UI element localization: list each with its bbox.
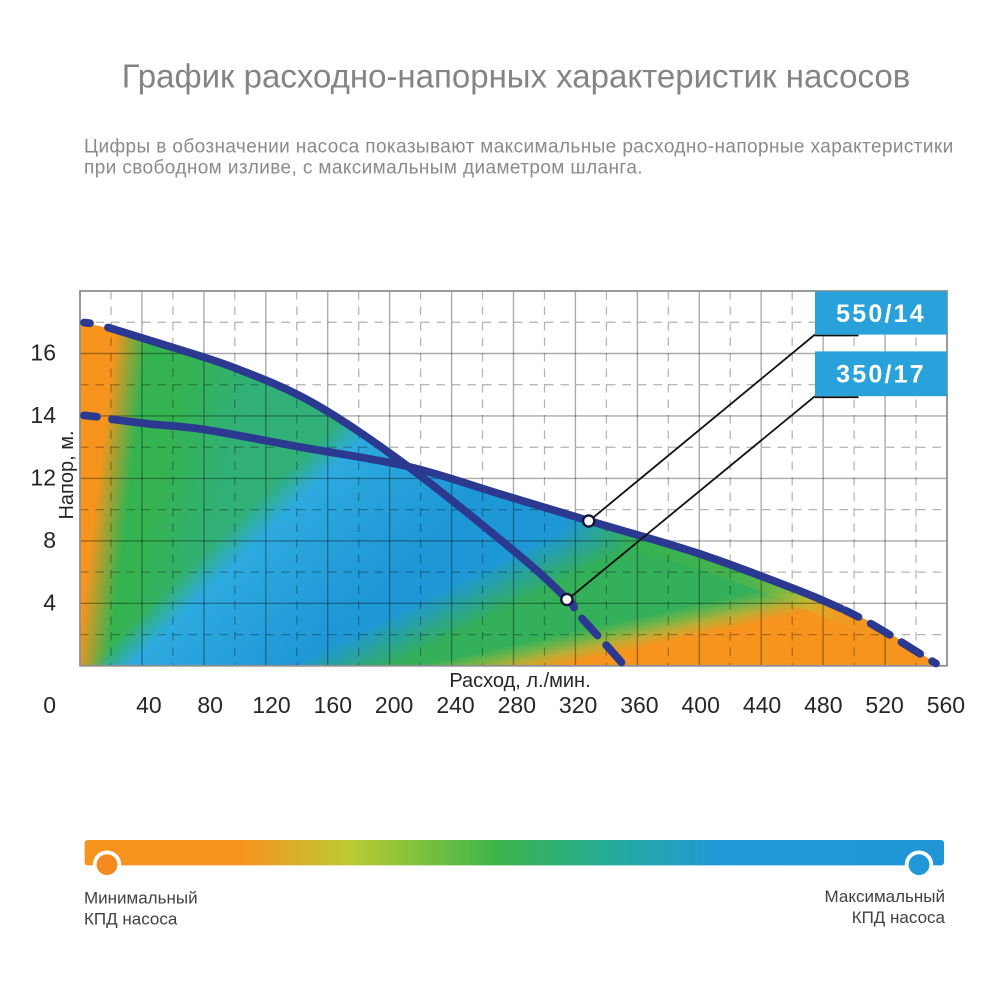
- svg-text:440: 440: [743, 692, 781, 718]
- svg-text:360: 360: [620, 692, 658, 718]
- svg-text:160: 160: [314, 692, 352, 718]
- svg-text:Напор, м.: Напор, м.: [56, 430, 78, 519]
- svg-text:0: 0: [43, 692, 56, 718]
- svg-text:16: 16: [30, 340, 56, 366]
- svg-text:при свободном изливе, с максим: при свободном изливе, с максимальным диа…: [84, 158, 643, 179]
- svg-text:280: 280: [498, 692, 536, 718]
- svg-text:8: 8: [43, 527, 56, 553]
- svg-text:320: 320: [559, 692, 597, 718]
- svg-text:80: 80: [197, 692, 223, 718]
- svg-text:Расход, л./мин.: Расход, л./мин.: [449, 670, 590, 692]
- svg-text:520: 520: [865, 692, 903, 718]
- svg-text:240: 240: [436, 692, 474, 718]
- svg-text:14: 14: [30, 402, 56, 428]
- svg-text:120: 120: [252, 692, 290, 718]
- svg-text:200: 200: [375, 692, 413, 718]
- svg-text:560: 560: [927, 692, 965, 718]
- svg-text:12: 12: [30, 465, 56, 491]
- svg-text:550/14: 550/14: [836, 300, 926, 328]
- svg-text:КПД насоса: КПД насоса: [852, 908, 946, 927]
- svg-text:480: 480: [804, 692, 842, 718]
- svg-text:40: 40: [136, 692, 162, 718]
- svg-text:График расходно-напорных харак: График расходно-напорных характеристик н…: [122, 58, 911, 95]
- svg-text:4: 4: [43, 590, 56, 616]
- svg-text:400: 400: [682, 692, 720, 718]
- svg-text:Максимальный: Максимальный: [825, 887, 945, 906]
- svg-text:Минимальный: Минимальный: [84, 888, 198, 907]
- svg-text:350/17: 350/17: [836, 361, 926, 389]
- svg-text:Цифры в обозначении насоса пок: Цифры в обозначении насоса показывают ма…: [84, 137, 954, 158]
- svg-text:КПД насоса: КПД насоса: [84, 910, 178, 929]
